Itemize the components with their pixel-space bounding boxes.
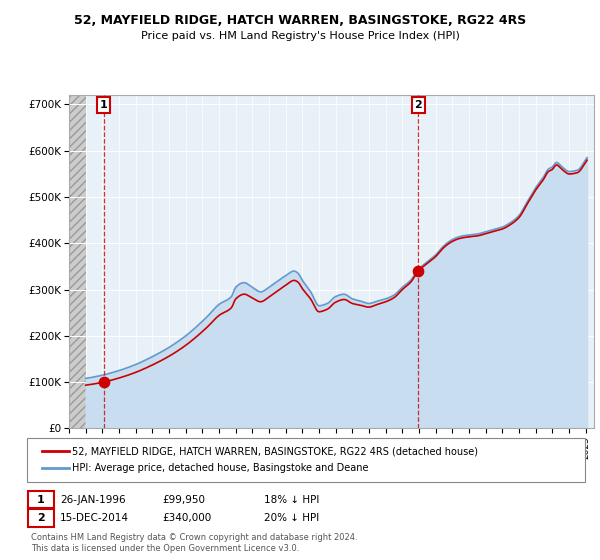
Text: 26-JAN-1996: 26-JAN-1996 (60, 494, 125, 505)
Text: £99,950: £99,950 (162, 494, 205, 505)
Text: 1: 1 (100, 100, 107, 110)
Text: 2: 2 (37, 513, 44, 523)
Point (98, 377, 109, 386)
Text: 2: 2 (415, 100, 422, 110)
Text: HPI: Average price, detached house, Basingstoke and Deane: HPI: Average price, detached house, Basi… (72, 463, 368, 473)
Text: 52, MAYFIELD RIDGE, HATCH WARREN, BASINGSTOKE, RG22 4RS: 52, MAYFIELD RIDGE, HATCH WARREN, BASING… (74, 14, 526, 27)
Text: 52, MAYFIELD RIDGE, HATCH WARREN, BASINGSTOKE, RG22 4RS (detached house): 52, MAYFIELD RIDGE, HATCH WARREN, BASING… (72, 446, 478, 456)
Text: Price paid vs. HM Land Registry's House Price Index (HPI): Price paid vs. HM Land Registry's House … (140, 31, 460, 41)
Text: £340,000: £340,000 (162, 513, 211, 523)
Text: 1: 1 (37, 494, 44, 505)
Text: 18% ↓ HPI: 18% ↓ HPI (264, 494, 319, 505)
Text: 20% ↓ HPI: 20% ↓ HPI (264, 513, 319, 523)
Bar (69, 95, 86, 428)
Point (413, 267, 423, 276)
Text: 15-DEC-2014: 15-DEC-2014 (60, 513, 129, 523)
Text: Contains HM Land Registry data © Crown copyright and database right 2024.
This d: Contains HM Land Registry data © Crown c… (31, 533, 358, 553)
